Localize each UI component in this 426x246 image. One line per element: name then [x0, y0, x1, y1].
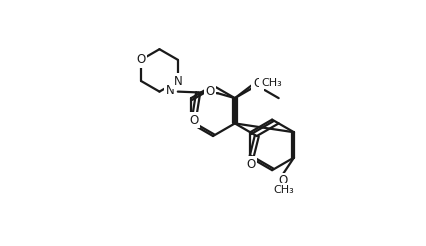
Text: O: O — [279, 174, 288, 187]
Text: O: O — [136, 53, 146, 66]
Text: O: O — [246, 158, 255, 171]
Text: N: N — [173, 75, 182, 88]
Text: O: O — [205, 85, 215, 98]
Text: CH₃: CH₃ — [273, 185, 294, 195]
Text: O: O — [253, 77, 262, 90]
Text: CH₃: CH₃ — [261, 78, 282, 88]
Text: O: O — [190, 114, 199, 127]
Text: N: N — [166, 84, 175, 97]
